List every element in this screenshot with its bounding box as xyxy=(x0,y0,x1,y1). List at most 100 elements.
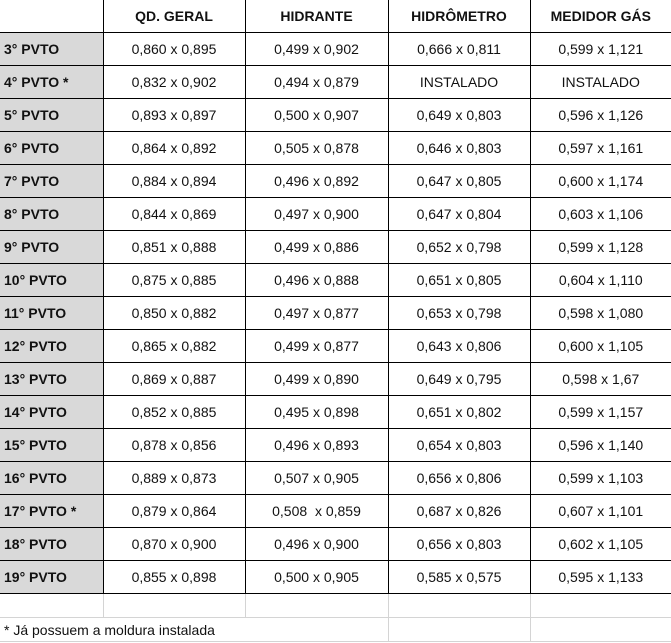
empty-cell xyxy=(387,593,531,618)
table-cell: 0,500 x 0,905 xyxy=(244,560,389,594)
row-label: 7° PVTO xyxy=(0,164,104,198)
table-cell: 0,603 x 1,106 xyxy=(529,197,671,231)
table-cell: 0,500 x 0,907 xyxy=(244,98,389,132)
row-label: 8° PVTO xyxy=(0,197,104,231)
table-cell: 0,600 x 1,105 xyxy=(529,329,671,363)
table-cell: 0,889 x 0,873 xyxy=(102,461,246,495)
column-header: HIDRÔMETRO xyxy=(387,0,531,33)
corner-cell xyxy=(0,0,104,33)
table-cell: 0,604 x 1,110 xyxy=(529,263,671,297)
empty-cell xyxy=(387,617,531,642)
table-row: 10° PVTO 0,875 x 0,885 0,496 x 0,888 0,651 … xyxy=(0,263,671,297)
column-header: HIDRANTE xyxy=(244,0,389,33)
row-label: 19° PVTO xyxy=(0,560,104,594)
table-cell: 0,596 x 1,126 xyxy=(529,98,671,132)
table-cell: 0,855 x 0,898 xyxy=(102,560,246,594)
table-cell: 0,499 x 0,877 xyxy=(244,329,389,363)
table-cell: 0,852 x 0,885 xyxy=(102,395,246,429)
table-row: 4° PVTO * 0,832 x 0,902 0,494 x 0,879 INSTA… xyxy=(0,65,671,99)
table-cell: 0,870 x 0,900 xyxy=(102,527,246,561)
table-cell: 0,598 x 1,67 xyxy=(529,362,671,396)
table-row: 19° PVTO 0,855 x 0,898 0,500 x 0,905 0,585 … xyxy=(0,560,671,594)
table-row: 12° PVTO 0,865 x 0,882 0,499 x 0,877 0,643 … xyxy=(0,329,671,363)
table-cell: 0,869 x 0,887 xyxy=(102,362,246,396)
table-cell: 0,851 x 0,888 xyxy=(102,230,246,264)
table-cell: 0,884 x 0,894 xyxy=(102,164,246,198)
table-cell: 0,878 x 0,856 xyxy=(102,428,246,462)
column-header: QD. GERAL xyxy=(102,0,246,33)
table-cell: 0,875 x 0,885 xyxy=(102,263,246,297)
table-row: 6° PVTO 0,864 x 0,892 0,505 x 0,878 0,646 x… xyxy=(0,131,671,165)
table-cell: 0,600 x 1,174 xyxy=(529,164,671,198)
table-cell: 0,844 x 0,869 xyxy=(102,197,246,231)
table-cell: 0,508 x 0,859 xyxy=(244,494,389,528)
empty-cell xyxy=(0,593,104,618)
table-cell: 0,496 x 0,900 xyxy=(244,527,389,561)
table-cell: 0,495 x 0,898 xyxy=(244,395,389,429)
table-row: 8° PVTO 0,844 x 0,869 0,497 x 0,900 0,647 x… xyxy=(0,197,671,231)
table-cell: 0,893 x 0,897 xyxy=(102,98,246,132)
table-row: 11° PVTO 0,850 x 0,882 0,497 x 0,877 0,653 … xyxy=(0,296,671,330)
table-cell: 0,507 x 0,905 xyxy=(244,461,389,495)
table-cell: 0,879 x 0,864 xyxy=(102,494,246,528)
table-cell: 0,865 x 0,882 xyxy=(102,329,246,363)
table-row: 18° PVTO 0,870 x 0,900 0,496 x 0,900 0,656 … xyxy=(0,527,671,561)
table-cell: 0,656 x 0,803 xyxy=(387,527,531,561)
table-cell: 0,656 x 0,806 xyxy=(387,461,531,495)
table-cell: 0,687 x 0,826 xyxy=(387,494,531,528)
row-label: 4° PVTO * xyxy=(0,65,104,99)
row-label: 18° PVTO xyxy=(0,527,104,561)
table-row: 16° PVTO 0,889 x 0,873 0,507 x 0,905 0,656 … xyxy=(0,461,671,495)
table-cell: 0,651 x 0,802 xyxy=(387,395,531,429)
table-row: 17° PVTO * 0,879 x 0,864 0,508 x 0,859 0,68… xyxy=(0,494,671,528)
table-cell: 0,595 x 1,133 xyxy=(529,560,671,594)
table-cell: 0,647 x 0,804 xyxy=(387,197,531,231)
table-cell: 0,850 x 0,882 xyxy=(102,296,246,330)
row-label: 11° PVTO xyxy=(0,296,104,330)
row-label: 5° PVTO xyxy=(0,98,104,132)
table-cell: 0,497 x 0,900 xyxy=(244,197,389,231)
table-cell: 0,607 x 1,101 xyxy=(529,494,671,528)
table-row: 15° PVTO 0,878 x 0,856 0,496 x 0,893 0,654 … xyxy=(0,428,671,462)
footnote-row: * Já possuem a moldura instalada xyxy=(0,617,671,642)
table-cell: 0,496 x 0,888 xyxy=(244,263,389,297)
row-label: 12° PVTO xyxy=(0,329,104,363)
row-label: 9° PVTO xyxy=(0,230,104,264)
table-cell: 0,597 x 1,161 xyxy=(529,131,671,165)
table-cell: 0,499 x 0,886 xyxy=(244,230,389,264)
table-cell: 0,599 x 1,128 xyxy=(529,230,671,264)
header-row: QD. GERAL HIDRANTE HIDRÔMETRO MEDIDOR GÁ… xyxy=(0,0,671,33)
table-row: 14° PVTO 0,852 x 0,885 0,495 x 0,898 0,651 … xyxy=(0,395,671,429)
table-cell: 0,652 x 0,798 xyxy=(387,230,531,264)
table-cell: 0,647 x 0,805 xyxy=(387,164,531,198)
table-row: 7° PVTO 0,884 x 0,894 0,496 x 0,892 0,647 x… xyxy=(0,164,671,198)
table-cell: 0,598 x 1,080 xyxy=(529,296,671,330)
table-cell: 0,499 x 0,902 xyxy=(244,32,389,66)
row-label: 14° PVTO xyxy=(0,395,104,429)
row-label: 16° PVTO xyxy=(0,461,104,495)
table-cell: INSTALADO xyxy=(387,65,531,99)
row-label: 10° PVTO xyxy=(0,263,104,297)
table-cell: 0,649 x 0,795 xyxy=(387,362,531,396)
row-label: 17° PVTO * xyxy=(0,494,104,528)
row-label: 15° PVTO xyxy=(0,428,104,462)
table-cell: 0,649 x 0,803 xyxy=(387,98,531,132)
table-cell: 0,496 x 0,892 xyxy=(244,164,389,198)
table-cell: 0,585 x 0,575 xyxy=(387,560,531,594)
table-row: 3° PVTO 0,860 x 0,895 0,499 x 0,902 0,666 x… xyxy=(0,32,671,66)
table-cell: 0,494 x 0,879 xyxy=(244,65,389,99)
row-label: 13° PVTO xyxy=(0,362,104,396)
table-cell: 0,864 x 0,892 xyxy=(102,131,246,165)
table-row: 5° PVTO 0,893 x 0,897 0,500 x 0,907 0,649 x… xyxy=(0,98,671,132)
row-label: 3° PVTO xyxy=(0,32,104,66)
table-cell: 0,599 x 1,121 xyxy=(529,32,671,66)
empty-cell xyxy=(529,617,671,642)
table-cell: 0,666 x 0,811 xyxy=(387,32,531,66)
table-cell: 0,599 x 1,157 xyxy=(529,395,671,429)
table-cell: 0,499 x 0,890 xyxy=(244,362,389,396)
footnote: * Já possuem a moldura instalada xyxy=(0,617,389,642)
table-cell: 0,860 x 0,895 xyxy=(102,32,246,66)
table-cell: 0,653 x 0,798 xyxy=(387,296,531,330)
empty-row xyxy=(0,593,671,618)
